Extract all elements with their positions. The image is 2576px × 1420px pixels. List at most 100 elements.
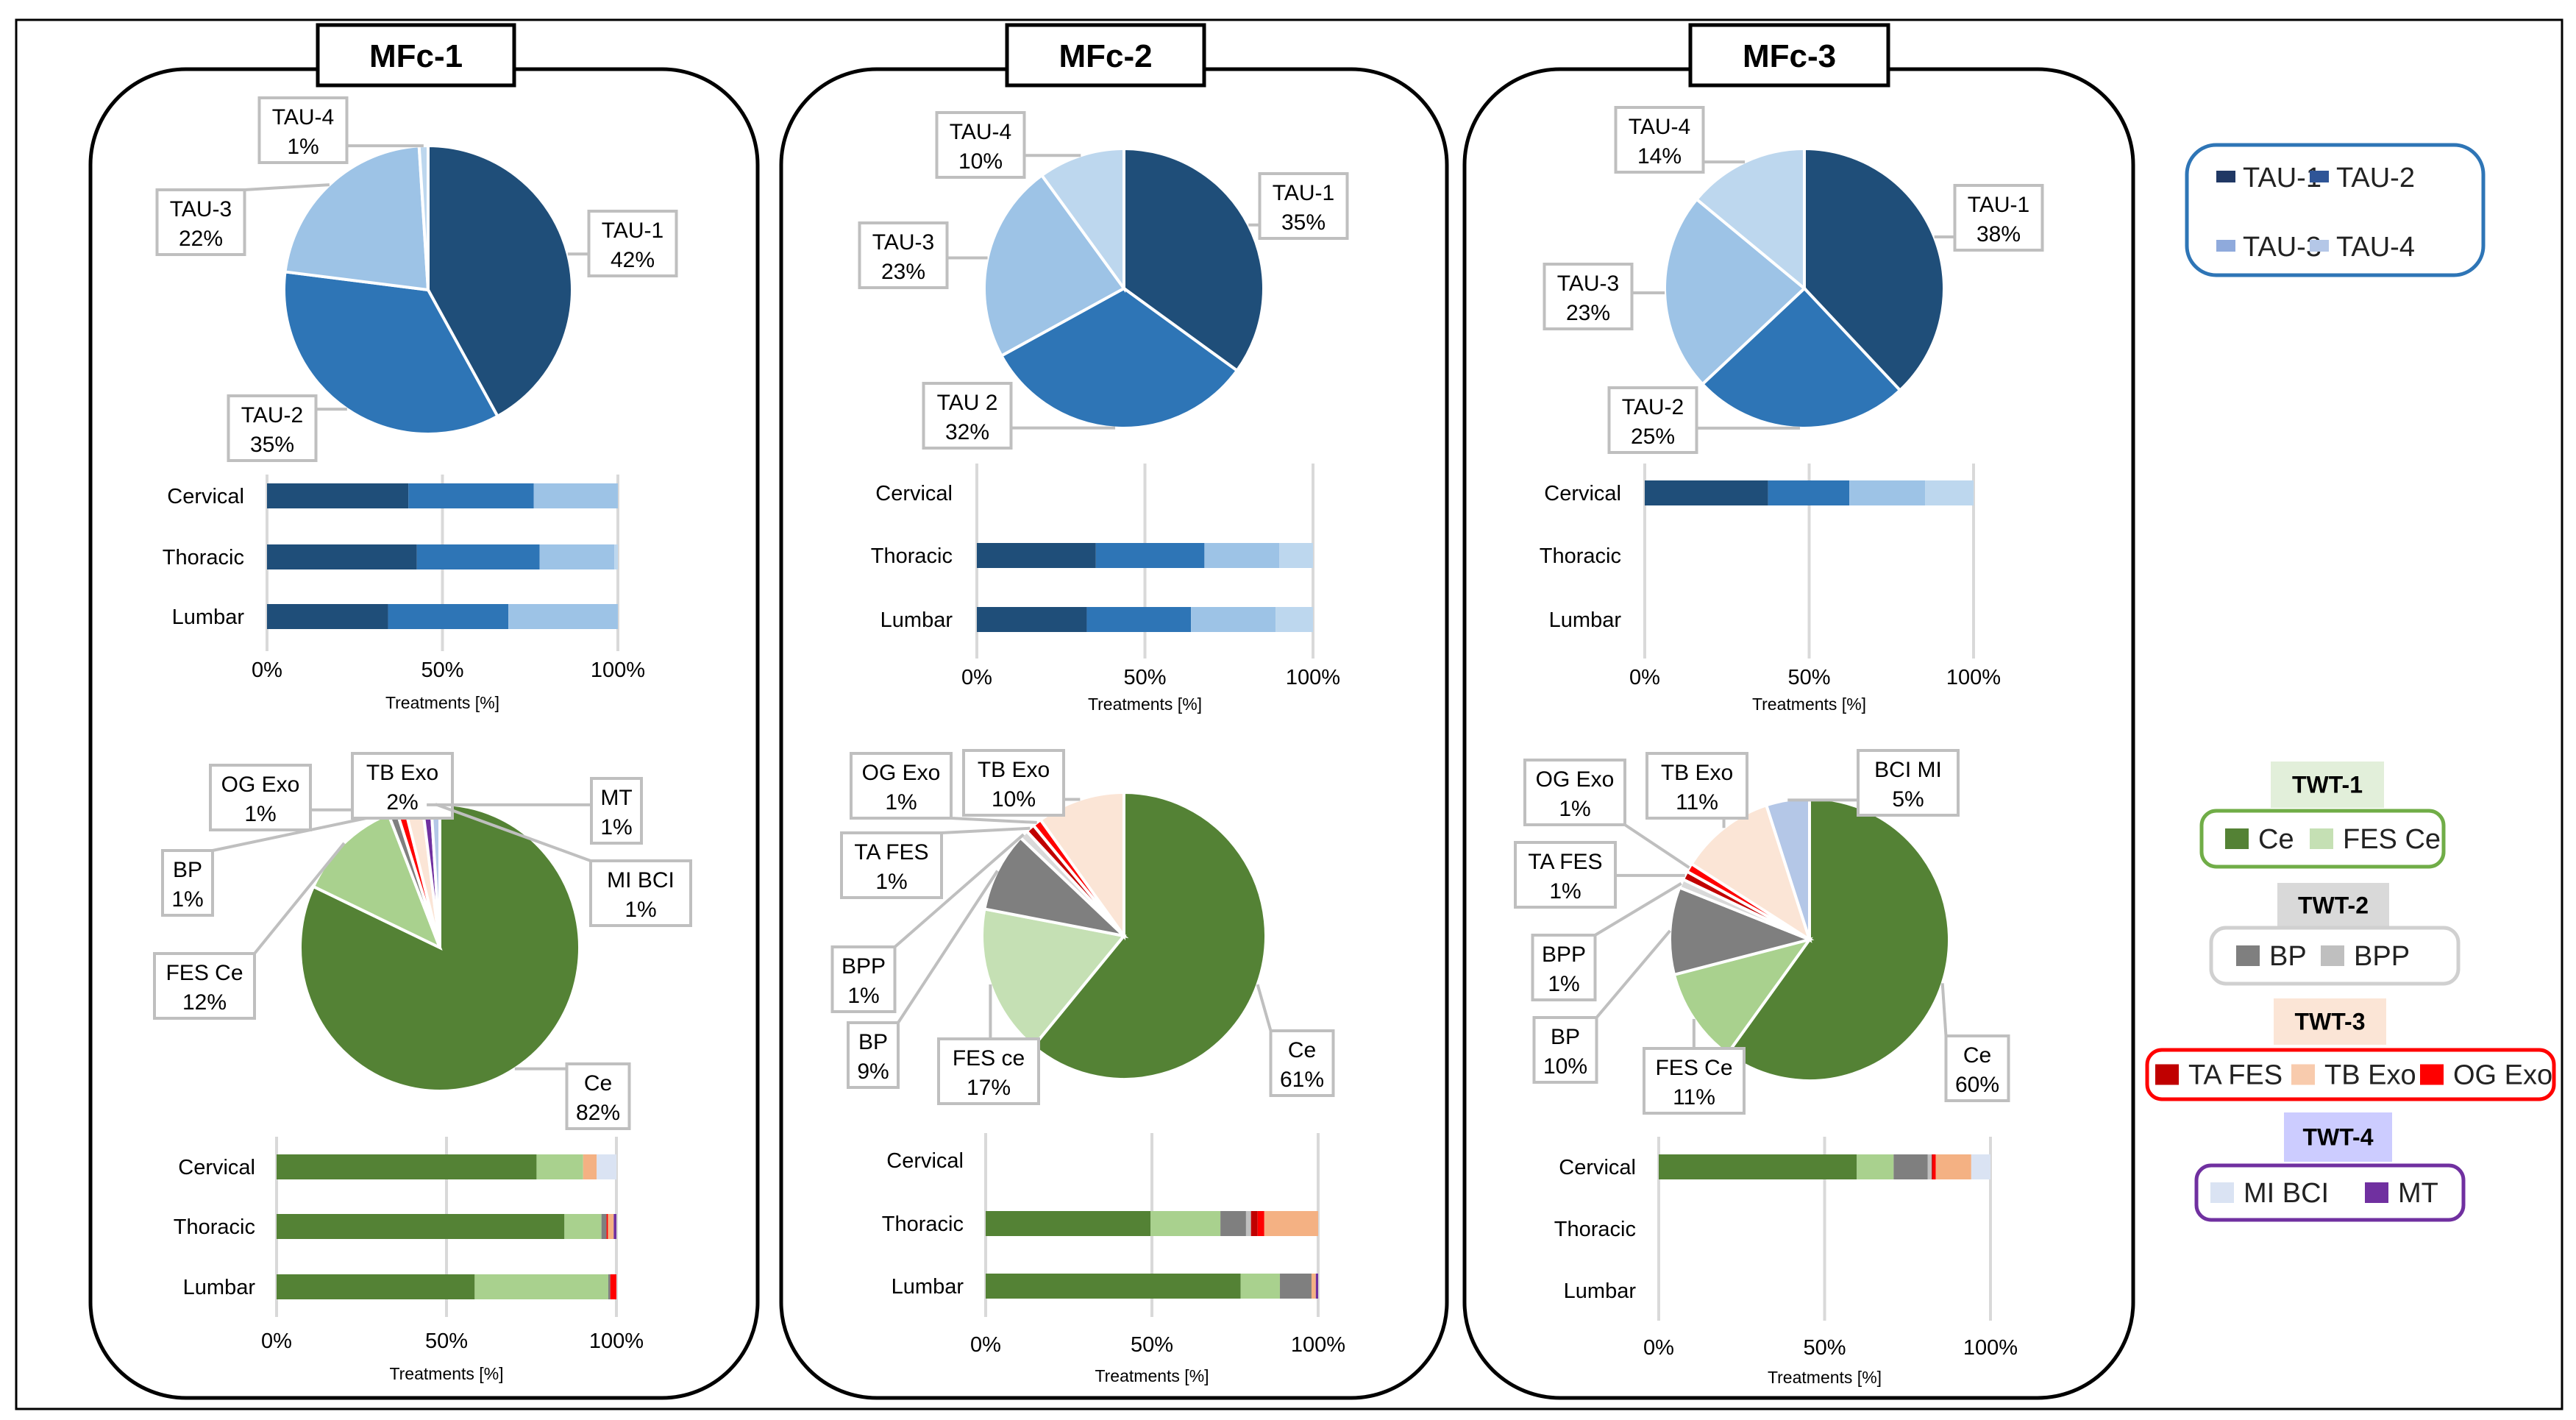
data-label-name: MT	[600, 786, 632, 810]
data-label-box	[937, 1037, 1040, 1105]
legend-label: TAU-4	[2336, 232, 2415, 263]
legend-swatch	[2210, 1182, 2234, 1203]
data-label-box	[962, 749, 1065, 817]
legend-swatch	[2225, 828, 2249, 849]
category-label: Cervical	[1544, 482, 1621, 505]
leader-line	[897, 870, 999, 1024]
leader-line	[941, 826, 1031, 834]
bar-segment-ce	[986, 1274, 1241, 1299]
twt-legend-1: TWT-1 Ce FES Ce	[2199, 762, 2446, 869]
pie-slice-tau-3	[1663, 197, 1807, 386]
data-label-name: Ce	[584, 1071, 612, 1096]
bar-segment-fes-ce	[1857, 1154, 1894, 1179]
data-label-value: 1%	[625, 898, 656, 922]
data-label-box	[847, 1021, 900, 1089]
legend-swatch	[2365, 1182, 2388, 1203]
category-label: Thoracic	[871, 544, 953, 568]
data-label-value: 1%	[1559, 797, 1590, 821]
pie-slice-tau-1	[1803, 146, 1946, 393]
bar-segment-tau-3	[1191, 607, 1276, 632]
bar-segment-tau-1	[267, 544, 417, 569]
pie-slice-ce	[1031, 790, 1267, 1081]
data-label-box	[1258, 172, 1349, 240]
pie-slice-tau-1	[427, 143, 574, 419]
leader-line	[253, 842, 346, 955]
legend-label: TAU-3	[2243, 232, 2321, 263]
data-label-value: 35%	[250, 433, 294, 457]
category-label: Thoracic	[1554, 1218, 1636, 1241]
bar-segment-tau-4	[1925, 480, 1974, 505]
twt-legend-header-bg	[2274, 998, 2386, 1045]
data-label-value: 17%	[967, 1076, 1011, 1100]
data-label-name: BPP	[842, 954, 886, 979]
bar-segment-tb-exo	[1264, 1211, 1318, 1236]
data-label-value: 9%	[857, 1059, 889, 1084]
legend-label: TA FES	[2188, 1060, 2283, 1091]
data-label-value: 1%	[600, 815, 632, 839]
data-label-box	[850, 752, 953, 820]
panel-mfc-2: MFc-2 0% 50% 100% Treatments [%] Cervical Thor…	[779, 23, 1449, 1400]
x-axis-title: Treatments [%]	[1095, 1366, 1209, 1385]
bar-segment-fes-ce	[536, 1154, 583, 1179]
bar-segment-bp	[601, 1214, 607, 1239]
category-label: Lumbar	[892, 1275, 964, 1299]
bar-segment-tau-2	[416, 544, 540, 569]
legend-label: TAU-2	[2336, 163, 2415, 194]
bar-segment-ce	[277, 1214, 565, 1239]
bar-segment-tau-3	[1849, 480, 1926, 505]
data-label-box	[590, 777, 643, 845]
data-label-box	[1643, 1047, 1746, 1115]
category-label: Cervical	[167, 485, 244, 508]
data-label-value: 1%	[847, 984, 879, 1008]
data-label-value: 23%	[1566, 301, 1610, 325]
data-label-box	[922, 382, 1013, 450]
bar-segment-tau-1	[267, 604, 388, 629]
tau-bar-chart: 0% 50% 100% Treatments [%] Cervical Thoracic L…	[163, 475, 645, 712]
data-label-name: TAU-3	[872, 230, 934, 255]
legend-swatch	[2321, 945, 2344, 966]
bar-segment-tb-exo	[1935, 1154, 1971, 1179]
x-axis-title: Treatments [%]	[385, 693, 499, 712]
category-label: Thoracic	[882, 1213, 964, 1236]
legend-label: BPP	[2354, 941, 2410, 972]
data-label-name: TAU-2	[241, 403, 303, 427]
category-label: Lumbar	[172, 606, 245, 629]
x-tick-label: 100%	[589, 1330, 644, 1353]
tau-pie-chart: TAU-1 42% TAU-2 35% TAU-3 22% TAU-4 1%	[155, 96, 678, 462]
legend-swatch	[2236, 945, 2260, 966]
twt-legend-2: TWT-2 BP BPP	[2209, 883, 2461, 986]
x-tick-label: 0%	[961, 666, 992, 689]
category-label: Cervical	[1559, 1156, 1636, 1179]
category-label: Thoracic	[163, 546, 244, 569]
data-label-box	[161, 849, 214, 917]
data-label-box	[1523, 759, 1626, 826]
bar-segment-bpp	[1245, 1211, 1251, 1236]
data-label-value: 60%	[1955, 1073, 1999, 1097]
data-label-value: 35%	[1281, 210, 1326, 235]
data-label-box	[257, 96, 349, 164]
bar-segment-og-exo	[606, 1214, 608, 1239]
x-axis-title: Treatments [%]	[1752, 695, 1866, 714]
data-label-name: BCI MI	[1874, 758, 1942, 782]
data-label-name: TAU-1	[1968, 193, 2029, 217]
data-label-box	[1531, 934, 1597, 1001]
legend-label: OG Exo	[2453, 1060, 2552, 1091]
data-label-name: BP	[173, 858, 202, 882]
data-label-value: 2%	[386, 790, 418, 814]
twt-legend-header: TWT-4	[2303, 1124, 2374, 1151]
data-label-box	[1514, 841, 1617, 909]
data-label-name: FES ce	[953, 1046, 1025, 1071]
bar-segment-bpp	[1927, 1154, 1932, 1179]
pie-slice-tau-4	[1694, 146, 1806, 292]
data-label-name: FES Ce	[1655, 1056, 1732, 1080]
data-label-value: 10%	[958, 149, 1003, 174]
data-label-value: 42%	[611, 248, 655, 272]
category-label: Lumbar	[1549, 608, 1622, 632]
legend-label: TB Exo	[2324, 1060, 2416, 1091]
legend-label: TAU-1	[2243, 163, 2321, 194]
data-label-value: 11%	[1676, 790, 1718, 814]
x-tick-label: 0%	[252, 658, 282, 682]
data-label-name: TB Exo	[366, 761, 438, 785]
bar-segment-tau-2	[388, 604, 509, 629]
category-label: Cervical	[886, 1149, 964, 1173]
